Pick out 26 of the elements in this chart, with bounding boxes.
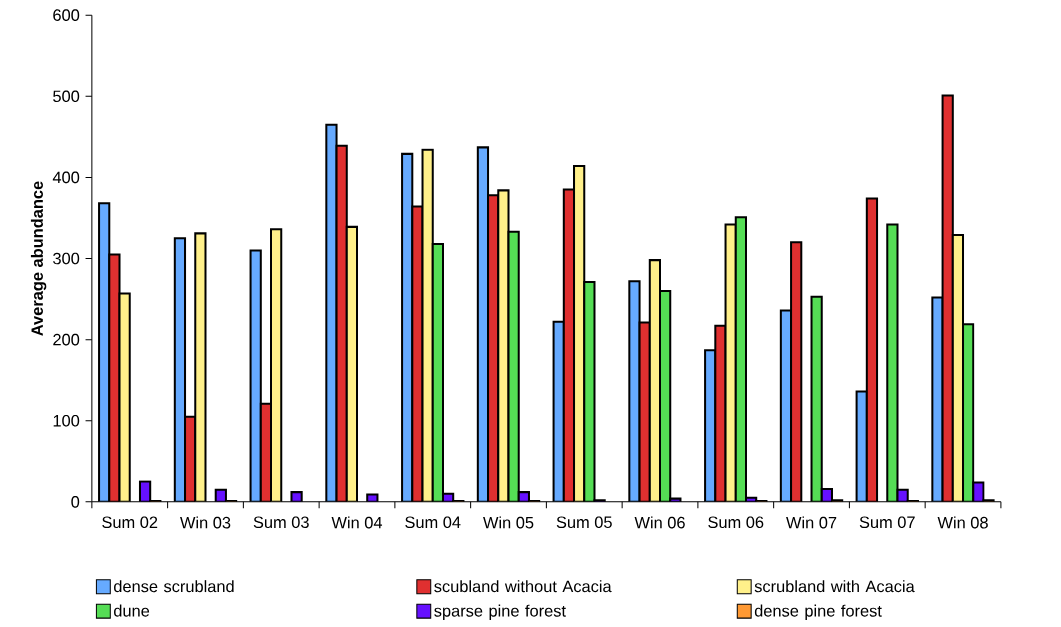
x-tick-label: Win 05 (483, 516, 534, 529)
y-tick-label: 600 (53, 9, 80, 22)
y-tick-label: 100 (53, 415, 80, 427)
x-tick-label: Sum 05 (556, 516, 612, 529)
x-tick-label: Sum 02 (102, 516, 158, 529)
x-tick-label: Win 08 (937, 516, 988, 529)
legend-label: dense pine forest (754, 604, 882, 620)
x-tick-label: Sum 04 (405, 516, 461, 529)
legend-label: scubland without Acacia (434, 580, 612, 593)
y-tick-label: 500 (53, 90, 80, 103)
x-tick-label: Sum 03 (253, 516, 309, 529)
y-tick-label: 200 (53, 333, 80, 346)
x-tick-label: Win 07 (786, 516, 837, 529)
y-tick-label: 400 (52, 171, 80, 184)
x-tick-label: Sum 07 (859, 516, 915, 529)
legend-label: dense scrubland (114, 580, 234, 593)
x-tick-label: Win 04 (331, 516, 383, 529)
y-axis-title: Average abundance (30, 181, 47, 336)
y-tick-label: 0 (71, 496, 80, 508)
legend-label: sparse pine forest (434, 604, 566, 620)
y-tick-label: 300 (53, 252, 80, 265)
legend-label: scrubland with Acacia (754, 580, 915, 593)
x-tick-label: Sum 06 (708, 516, 764, 529)
legend-label: dune (114, 604, 150, 617)
x-tick-label: Win 03 (180, 516, 231, 529)
x-tick-label: Win 06 (634, 516, 685, 529)
